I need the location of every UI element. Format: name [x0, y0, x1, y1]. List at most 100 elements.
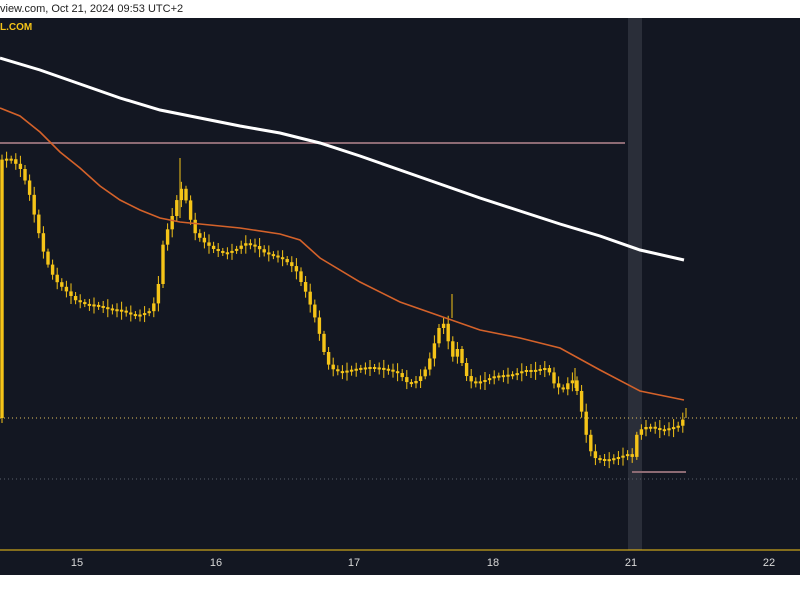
candle[interactable]: [441, 317, 446, 334]
candle[interactable]: [299, 267, 303, 286]
candle[interactable]: [658, 420, 662, 439]
candle[interactable]: [570, 372, 575, 392]
candle[interactable]: [331, 357, 335, 377]
candle[interactable]: [598, 455, 602, 464]
candle[interactable]: [538, 364, 542, 375]
candle[interactable]: [184, 185, 188, 204]
candle[interactable]: [340, 365, 345, 380]
candle[interactable]: [451, 336, 455, 362]
candle[interactable]: [188, 195, 193, 225]
candle[interactable]: [142, 306, 147, 323]
candle[interactable]: [455, 342, 460, 364]
candle[interactable]: [395, 363, 400, 382]
candle[interactable]: [119, 301, 124, 320]
candle[interactable]: [73, 292, 78, 305]
candle[interactable]: [262, 245, 266, 257]
candle[interactable]: [566, 377, 570, 396]
candle[interactable]: [115, 303, 119, 318]
candle[interactable]: [124, 306, 128, 317]
candle[interactable]: [446, 315, 450, 350]
candle[interactable]: [290, 256, 294, 273]
candle[interactable]: [552, 367, 556, 389]
candle[interactable]: [543, 361, 547, 378]
candle[interactable]: [612, 454, 616, 465]
candle[interactable]: [478, 375, 483, 390]
candle[interactable]: [216, 243, 220, 258]
candle[interactable]: [170, 208, 174, 238]
candle[interactable]: [4, 151, 9, 168]
candle[interactable]: [483, 372, 487, 390]
ema-slow-line[interactable]: [0, 56, 685, 262]
candle[interactable]: [41, 226, 46, 259]
candle[interactable]: [96, 301, 101, 310]
ema-fast-line[interactable]: [0, 107, 685, 401]
candle[interactable]: [308, 283, 312, 313]
candle[interactable]: [280, 250, 285, 267]
candle[interactable]: [501, 370, 506, 383]
candle[interactable]: [579, 385, 584, 418]
candle[interactable]: [345, 362, 349, 381]
candle[interactable]: [9, 155, 13, 164]
candle[interactable]: [616, 451, 621, 466]
candle[interactable]: [676, 421, 680, 432]
candle[interactable]: [662, 425, 667, 436]
candle[interactable]: [487, 374, 492, 385]
candle[interactable]: [14, 153, 18, 170]
candle[interactable]: [234, 245, 239, 254]
candle[interactable]: [432, 335, 437, 367]
candle[interactable]: [50, 259, 55, 280]
candle[interactable]: [92, 297, 96, 314]
candle[interactable]: [354, 362, 358, 377]
candle[interactable]: [377, 362, 381, 375]
candle[interactable]: [681, 412, 685, 433]
candle[interactable]: [27, 174, 32, 201]
candle[interactable]: [303, 276, 308, 298]
candle[interactable]: [533, 361, 538, 380]
candle[interactable]: [322, 330, 326, 355]
candle[interactable]: [602, 454, 607, 466]
candle[interactable]: [207, 234, 211, 254]
candle[interactable]: [382, 359, 386, 378]
candle[interactable]: [32, 186, 36, 223]
candle[interactable]: [202, 231, 207, 249]
candle[interactable]: [529, 364, 533, 378]
candle[interactable]: [271, 251, 276, 260]
candle[interactable]: [294, 258, 299, 280]
candle[interactable]: [414, 376, 418, 389]
candle[interactable]: [506, 367, 510, 384]
candle[interactable]: [198, 229, 202, 242]
candle[interactable]: [423, 366, 427, 380]
candle[interactable]: [469, 369, 473, 389]
candle[interactable]: [428, 352, 432, 376]
candle[interactable]: [648, 423, 653, 432]
candle[interactable]: [326, 347, 331, 370]
candle[interactable]: [244, 235, 248, 254]
candle[interactable]: [267, 245, 271, 262]
candle[interactable]: [60, 278, 64, 291]
candle[interactable]: [18, 155, 23, 177]
candle[interactable]: [147, 308, 151, 317]
candle[interactable]: [23, 165, 27, 185]
candle[interactable]: [78, 294, 82, 309]
candle[interactable]: [363, 362, 368, 375]
candle[interactable]: [510, 371, 515, 380]
candle[interactable]: [474, 377, 478, 388]
candle[interactable]: [368, 360, 372, 376]
candle[interactable]: [64, 280, 69, 298]
candle[interactable]: [193, 212, 197, 241]
candle[interactable]: [653, 421, 657, 434]
candle[interactable]: [547, 365, 552, 376]
candle[interactable]: [409, 379, 414, 388]
candle[interactable]: [0, 154, 4, 423]
candle[interactable]: [635, 431, 639, 460]
candle[interactable]: [106, 299, 110, 318]
candle[interactable]: [211, 241, 216, 254]
candle[interactable]: [179, 181, 184, 208]
candle[interactable]: [492, 370, 496, 385]
candle[interactable]: [405, 370, 409, 390]
candle[interactable]: [515, 368, 519, 381]
candle[interactable]: [386, 364, 391, 375]
candle[interactable]: [391, 363, 395, 378]
candle[interactable]: [221, 247, 225, 256]
candle[interactable]: [133, 311, 138, 320]
